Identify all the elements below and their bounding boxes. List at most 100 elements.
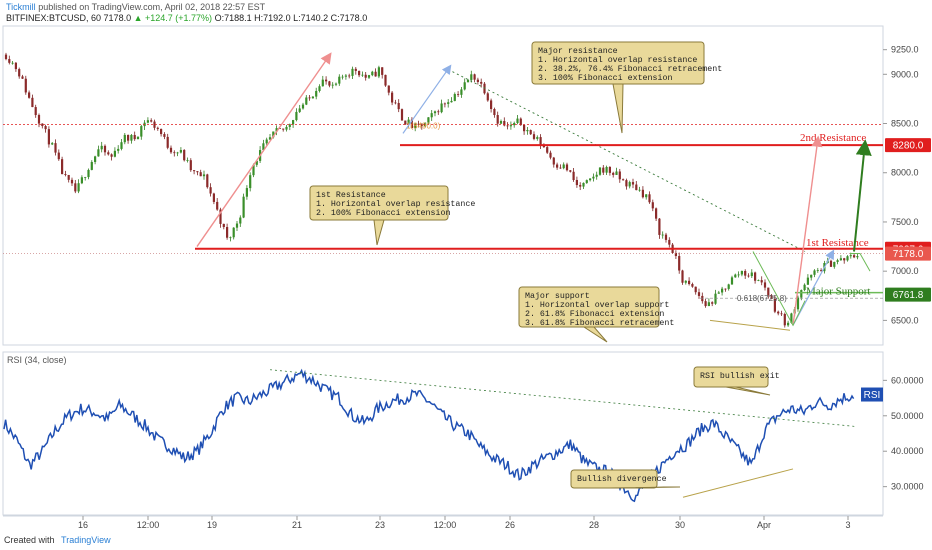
candle-body bbox=[849, 255, 852, 257]
price-tick-label: 7500.0 bbox=[891, 217, 919, 227]
candle-body bbox=[773, 299, 776, 312]
time-tick-label: 28 bbox=[589, 520, 599, 530]
candle-body bbox=[202, 174, 206, 177]
candle-body bbox=[381, 67, 384, 75]
candle-body bbox=[311, 96, 314, 99]
candle-body bbox=[136, 136, 140, 140]
candle-body bbox=[275, 128, 278, 132]
candle-body bbox=[770, 295, 773, 300]
candle-body bbox=[499, 121, 503, 124]
candle-body bbox=[466, 79, 470, 83]
candle-body bbox=[490, 100, 493, 110]
candle-body bbox=[272, 131, 275, 138]
candle-body bbox=[457, 94, 460, 95]
candle-body bbox=[160, 128, 163, 135]
candle-body bbox=[179, 150, 182, 153]
candle-body bbox=[651, 202, 654, 209]
candle-body bbox=[575, 180, 578, 186]
candle-body bbox=[120, 142, 123, 149]
candle-body bbox=[239, 217, 242, 224]
candle-body bbox=[674, 252, 677, 257]
candle-body bbox=[80, 177, 83, 184]
time-tick-label: 23 bbox=[375, 520, 385, 530]
candle-body bbox=[721, 288, 724, 293]
candle-body bbox=[678, 256, 681, 271]
candle-body bbox=[325, 79, 328, 82]
candle-body bbox=[806, 277, 809, 285]
candle-body bbox=[397, 102, 400, 110]
candle-body bbox=[262, 143, 265, 151]
candle-body bbox=[301, 104, 305, 109]
candle-body bbox=[704, 301, 707, 307]
time-tick-label: 12:00 bbox=[137, 520, 160, 530]
candle-body bbox=[829, 260, 833, 267]
candle-body bbox=[183, 150, 186, 161]
candle-body bbox=[268, 137, 272, 140]
candle-body bbox=[123, 134, 126, 143]
rsi-divergence-line bbox=[682, 468, 794, 498]
candle-body bbox=[661, 234, 664, 236]
candle-body bbox=[420, 124, 423, 127]
candle-body bbox=[513, 123, 516, 126]
candle-body bbox=[562, 164, 565, 169]
candle-body bbox=[400, 109, 404, 121]
candle-body bbox=[153, 121, 156, 128]
tradingview-logo-text[interactable]: TradingView bbox=[61, 535, 111, 545]
candle-body bbox=[34, 107, 37, 116]
candle-body bbox=[384, 74, 387, 86]
rsi-title: RSI (34, close) bbox=[7, 355, 67, 365]
footer: Created with TradingView bbox=[4, 535, 111, 545]
tag-8280-bg bbox=[885, 138, 931, 153]
major-resistance-note-line-1: 1. Horizontal overlap resistance bbox=[538, 55, 697, 65]
time-tick-label: 19 bbox=[207, 520, 217, 530]
candle-body bbox=[110, 154, 113, 157]
rsi-tag-label: RSI bbox=[864, 390, 881, 401]
candle-body bbox=[796, 297, 800, 310]
candle-body bbox=[226, 227, 229, 238]
candle-body bbox=[298, 108, 301, 112]
candle-body bbox=[321, 79, 324, 87]
fib-0618-label: 0.618(6725.8) bbox=[737, 294, 787, 303]
time-tick-label: 16 bbox=[78, 520, 88, 530]
candle-body bbox=[843, 258, 846, 261]
candle-body bbox=[305, 97, 308, 105]
price-tick-label: 9250.0 bbox=[891, 45, 919, 55]
candle-body bbox=[549, 152, 552, 158]
rsi-tick-label: 60.0000 bbox=[891, 375, 924, 385]
candle-body bbox=[377, 67, 380, 77]
candle-body bbox=[387, 85, 390, 93]
candle-body bbox=[509, 125, 512, 127]
candle-body bbox=[437, 111, 440, 113]
candle-body bbox=[813, 270, 816, 275]
major-resistance-note-line-0: Major resistance bbox=[538, 46, 618, 56]
candle-body bbox=[523, 124, 526, 132]
tag-last-price-bg bbox=[885, 246, 931, 261]
candle-body bbox=[790, 313, 793, 323]
candle-body bbox=[641, 189, 644, 198]
candle-body bbox=[348, 75, 351, 77]
candle-body bbox=[740, 271, 743, 275]
candle-body bbox=[222, 223, 225, 228]
candle-body bbox=[417, 123, 420, 125]
candle-body bbox=[338, 76, 341, 84]
candle-body bbox=[163, 134, 166, 137]
candle-body bbox=[410, 119, 413, 129]
candle-body bbox=[97, 149, 100, 157]
candle-body bbox=[199, 172, 202, 177]
time-tick-label: 26 bbox=[505, 520, 515, 530]
candle-body bbox=[127, 134, 130, 141]
candle-body bbox=[754, 272, 757, 281]
candle-body bbox=[443, 103, 446, 105]
candle-body bbox=[658, 218, 661, 235]
candle-body bbox=[245, 188, 248, 197]
candle-body bbox=[113, 150, 116, 157]
candle-body bbox=[780, 313, 783, 315]
candle-body bbox=[64, 174, 67, 175]
candle-body bbox=[645, 194, 648, 198]
author-name[interactable]: Tickmill bbox=[6, 2, 36, 12]
last-price: 7178.0 bbox=[103, 13, 132, 23]
swing-arrow-blue-2 bbox=[792, 249, 835, 326]
candle-body bbox=[691, 284, 694, 287]
candle-body bbox=[74, 183, 77, 192]
